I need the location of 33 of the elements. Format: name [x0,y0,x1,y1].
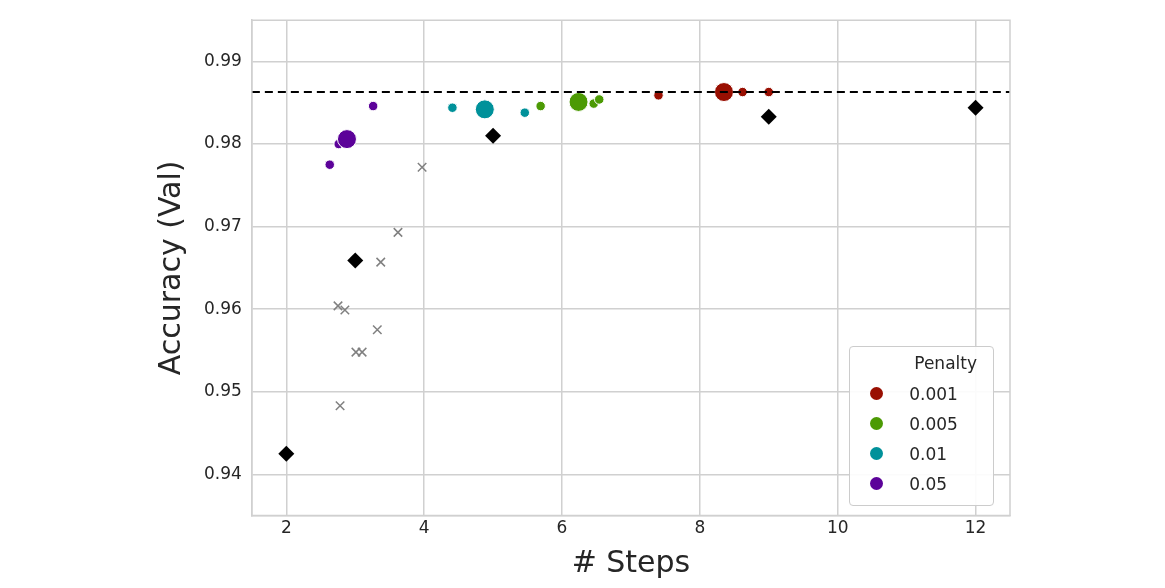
legend-label: 0.001 [909,383,958,404]
y-tick-label: 0.95 [203,380,242,401]
point [335,400,346,411]
x-tick-label: 10 [826,517,849,538]
point [347,252,364,269]
y-tick-label: 0.96 [203,297,242,318]
legend-label: 0.05 [909,473,948,494]
point [760,108,777,125]
x-tick-label: 4 [418,517,430,538]
x-axis-title: # Steps [571,543,691,579]
point [375,257,386,268]
point [967,99,984,116]
x-tick-label: 12 [964,517,987,538]
point [357,347,368,358]
y-tick-label: 0.97 [203,215,242,236]
point [372,324,383,335]
point [333,300,343,311]
y-axis-title: Accuracy (Val) [151,160,187,376]
point [485,127,502,144]
point [339,305,350,315]
legend-label: 0.005 [909,413,958,434]
point [278,445,295,462]
y-tick-label: 0.94 [203,462,242,483]
legend-title: Penalty [913,352,978,373]
point [417,162,428,173]
point [350,347,361,358]
legend-label: 0.01 [909,443,948,464]
point [392,227,403,238]
x-tick-label: 6 [556,517,568,538]
x-tick-label: 2 [280,517,292,538]
y-tick-label: 0.99 [203,49,242,70]
x-tick-label: 8 [694,517,706,538]
y-tick-label: 0.98 [203,132,242,153]
